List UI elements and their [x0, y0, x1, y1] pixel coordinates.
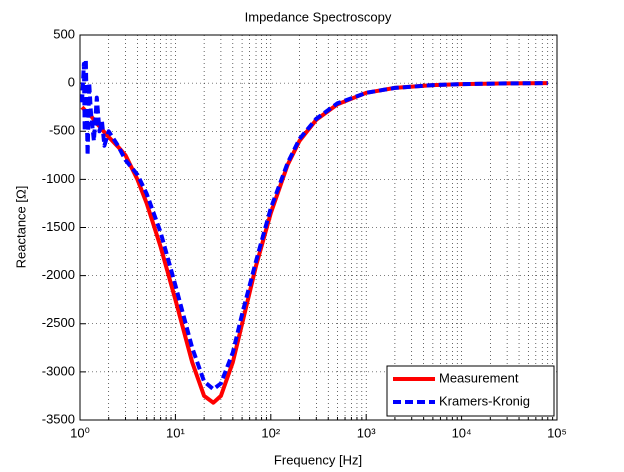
- y-tick-label: -1500: [42, 219, 75, 234]
- y-tick-label: -2500: [42, 315, 75, 330]
- y-tick-label: 500: [53, 26, 75, 41]
- x-tick-label: 10¹: [166, 425, 185, 440]
- legend-box: [386, 365, 555, 417]
- data-line: [80, 57, 548, 392]
- plot-area: [80, 35, 557, 420]
- y-tick-label: -1000: [42, 171, 75, 186]
- x-axis-label: Frequency [Hz]: [274, 452, 362, 467]
- y-tick-label: -3000: [42, 363, 75, 378]
- axes-box: [79, 34, 558, 421]
- legend-label: Kramers-Kronig: [439, 393, 530, 408]
- chart-title: Impedance Spectroscopy: [245, 9, 392, 24]
- x-tick-label: 10⁰: [70, 425, 90, 440]
- x-tick-label: 10⁵: [547, 425, 567, 440]
- legend-label: Measurement: [439, 370, 519, 385]
- y-tick-label: -500: [49, 123, 75, 138]
- x-tick-label: 10³: [357, 425, 376, 440]
- y-tick-label: 0: [68, 75, 75, 90]
- x-tick-label: 10²: [261, 425, 280, 440]
- y-tick-label: -3500: [42, 411, 75, 426]
- x-tick-label: 10⁴: [452, 425, 472, 440]
- y-tick-label: -2000: [42, 267, 75, 282]
- y-axis-label: Reactance [Ω]: [13, 186, 28, 269]
